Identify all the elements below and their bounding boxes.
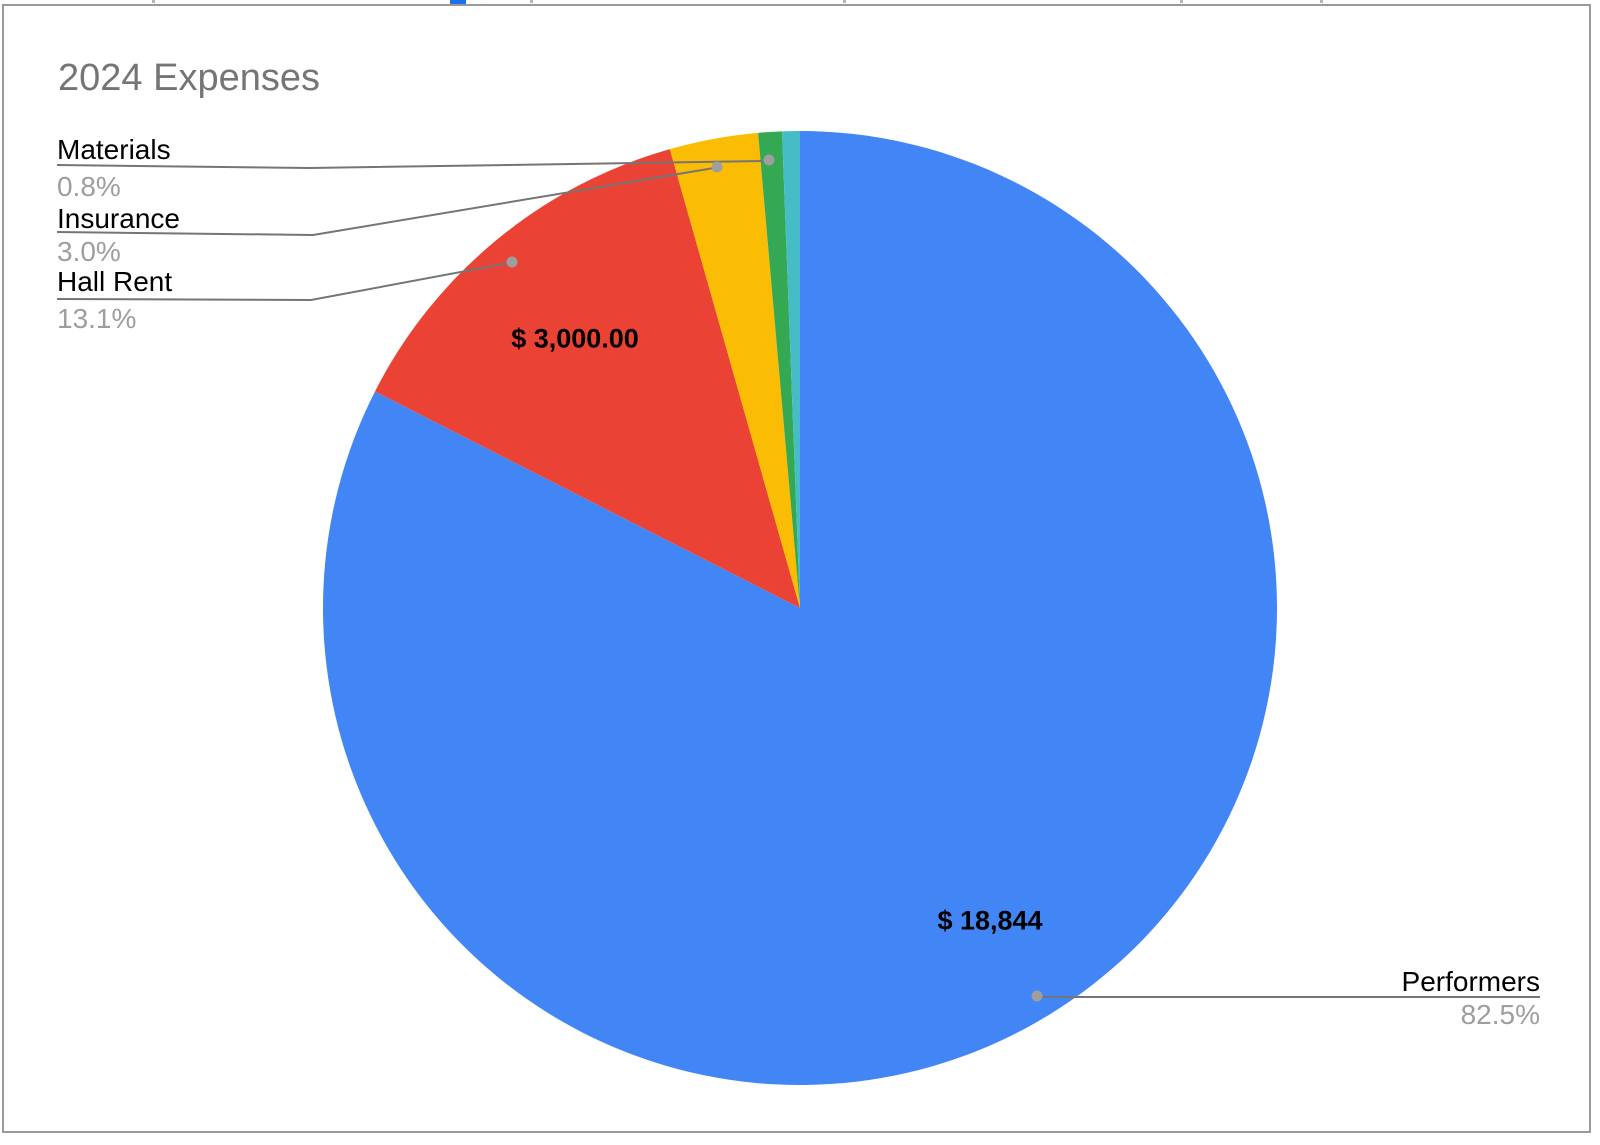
leader-dot-insurance <box>711 161 723 173</box>
pie-slice-performers[interactable] <box>323 130 1278 1086</box>
callout-label-hall-rent: Hall Rent <box>57 266 173 297</box>
gridline-fragment <box>152 0 155 3</box>
gridline-fragment <box>1180 0 1183 3</box>
callout-pct-hall-rent: 13.1% <box>57 303 137 334</box>
chart-title: 2024 Expenses <box>58 57 320 99</box>
gridline-fragment <box>530 0 533 3</box>
leader-line-insurance <box>56 167 715 237</box>
pie-slice-insurance[interactable] <box>669 132 800 608</box>
leader-line-materials <box>56 160 767 170</box>
pie-slices <box>323 130 1278 1086</box>
selection-fragment <box>450 0 466 5</box>
gridline-fragment <box>843 0 846 3</box>
leader-dots <box>506 154 1043 1002</box>
value-label-hall-rent: $ 3,000.00 <box>511 323 639 354</box>
value-label-performers: $ 18,844 <box>937 905 1043 936</box>
leader-dot-performers <box>1031 990 1043 1002</box>
callout-pct-materials: 0.8% <box>57 171 121 202</box>
pie-slice-materials[interactable] <box>758 131 800 608</box>
pie-slice-hall-rent[interactable] <box>374 149 800 609</box>
callout-label-insurance: Insurance <box>57 203 180 234</box>
sheet-edge-artifacts <box>0 0 1600 6</box>
pie-slice-other[interactable] <box>782 131 800 608</box>
callout-label-performers: Performers <box>1401 966 1540 997</box>
leader-lines <box>56 160 1540 998</box>
leader-dot-materials <box>763 154 775 166</box>
callout-label-materials: Materials <box>57 134 171 165</box>
callout-pct-performers: 82.5% <box>1460 999 1540 1030</box>
leader-dot-hall-rent <box>506 256 518 268</box>
callout-pct-insurance: 3.0% <box>57 236 121 267</box>
gridline-fragment <box>1320 0 1323 3</box>
leader-line-hall-rent <box>56 262 510 302</box>
